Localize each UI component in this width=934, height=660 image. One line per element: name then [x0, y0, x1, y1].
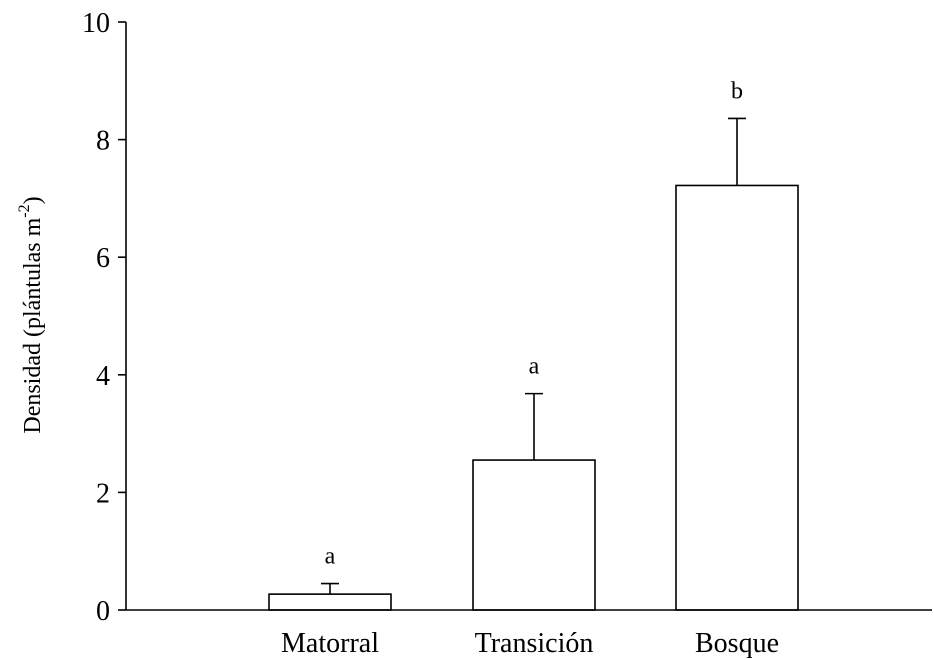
- y-tick-label-2: 2: [96, 478, 110, 509]
- y-tick-label-10: 10: [82, 8, 110, 39]
- y-axis-title: Densidad (plántulas m-2): [16, 196, 46, 433]
- y-axis-title-main: Densidad (plántulas m: [20, 217, 46, 433]
- x-tick-label-bosque: Bosque: [695, 628, 779, 659]
- x-tick-label-transicion: Transición: [475, 628, 594, 659]
- y-tick-label-6: 6: [96, 243, 110, 274]
- y-tick-label-8: 8: [96, 126, 110, 157]
- x-tick-labels-group: Matorral Transición Bosque: [281, 628, 779, 659]
- y-axis-title-superscript: -2: [16, 204, 33, 217]
- bar-matorral: [268, 593, 392, 611]
- significance-label-matorral: a: [325, 544, 336, 570]
- error-bars-group: [321, 117, 746, 595]
- bar-transicion: [472, 459, 596, 611]
- svg-text:Densidad (plántulas m-2): Densidad (plántulas m-2): [16, 196, 46, 433]
- x-tick-label-matorral: Matorral: [281, 628, 379, 659]
- axes-group: [125, 22, 932, 611]
- y-tick-label-0: 0: [96, 596, 110, 627]
- y-axis-title-close: ): [20, 196, 46, 204]
- y-ticks-group: 0 2 4 6 8 10: [82, 8, 126, 627]
- bar-bosque: [675, 184, 799, 611]
- y-tick-label-4: 4: [96, 361, 110, 392]
- significance-label-bosque: b: [731, 78, 743, 104]
- significance-label-transicion: a: [529, 354, 540, 380]
- significance-labels-group: a a b: [325, 78, 743, 569]
